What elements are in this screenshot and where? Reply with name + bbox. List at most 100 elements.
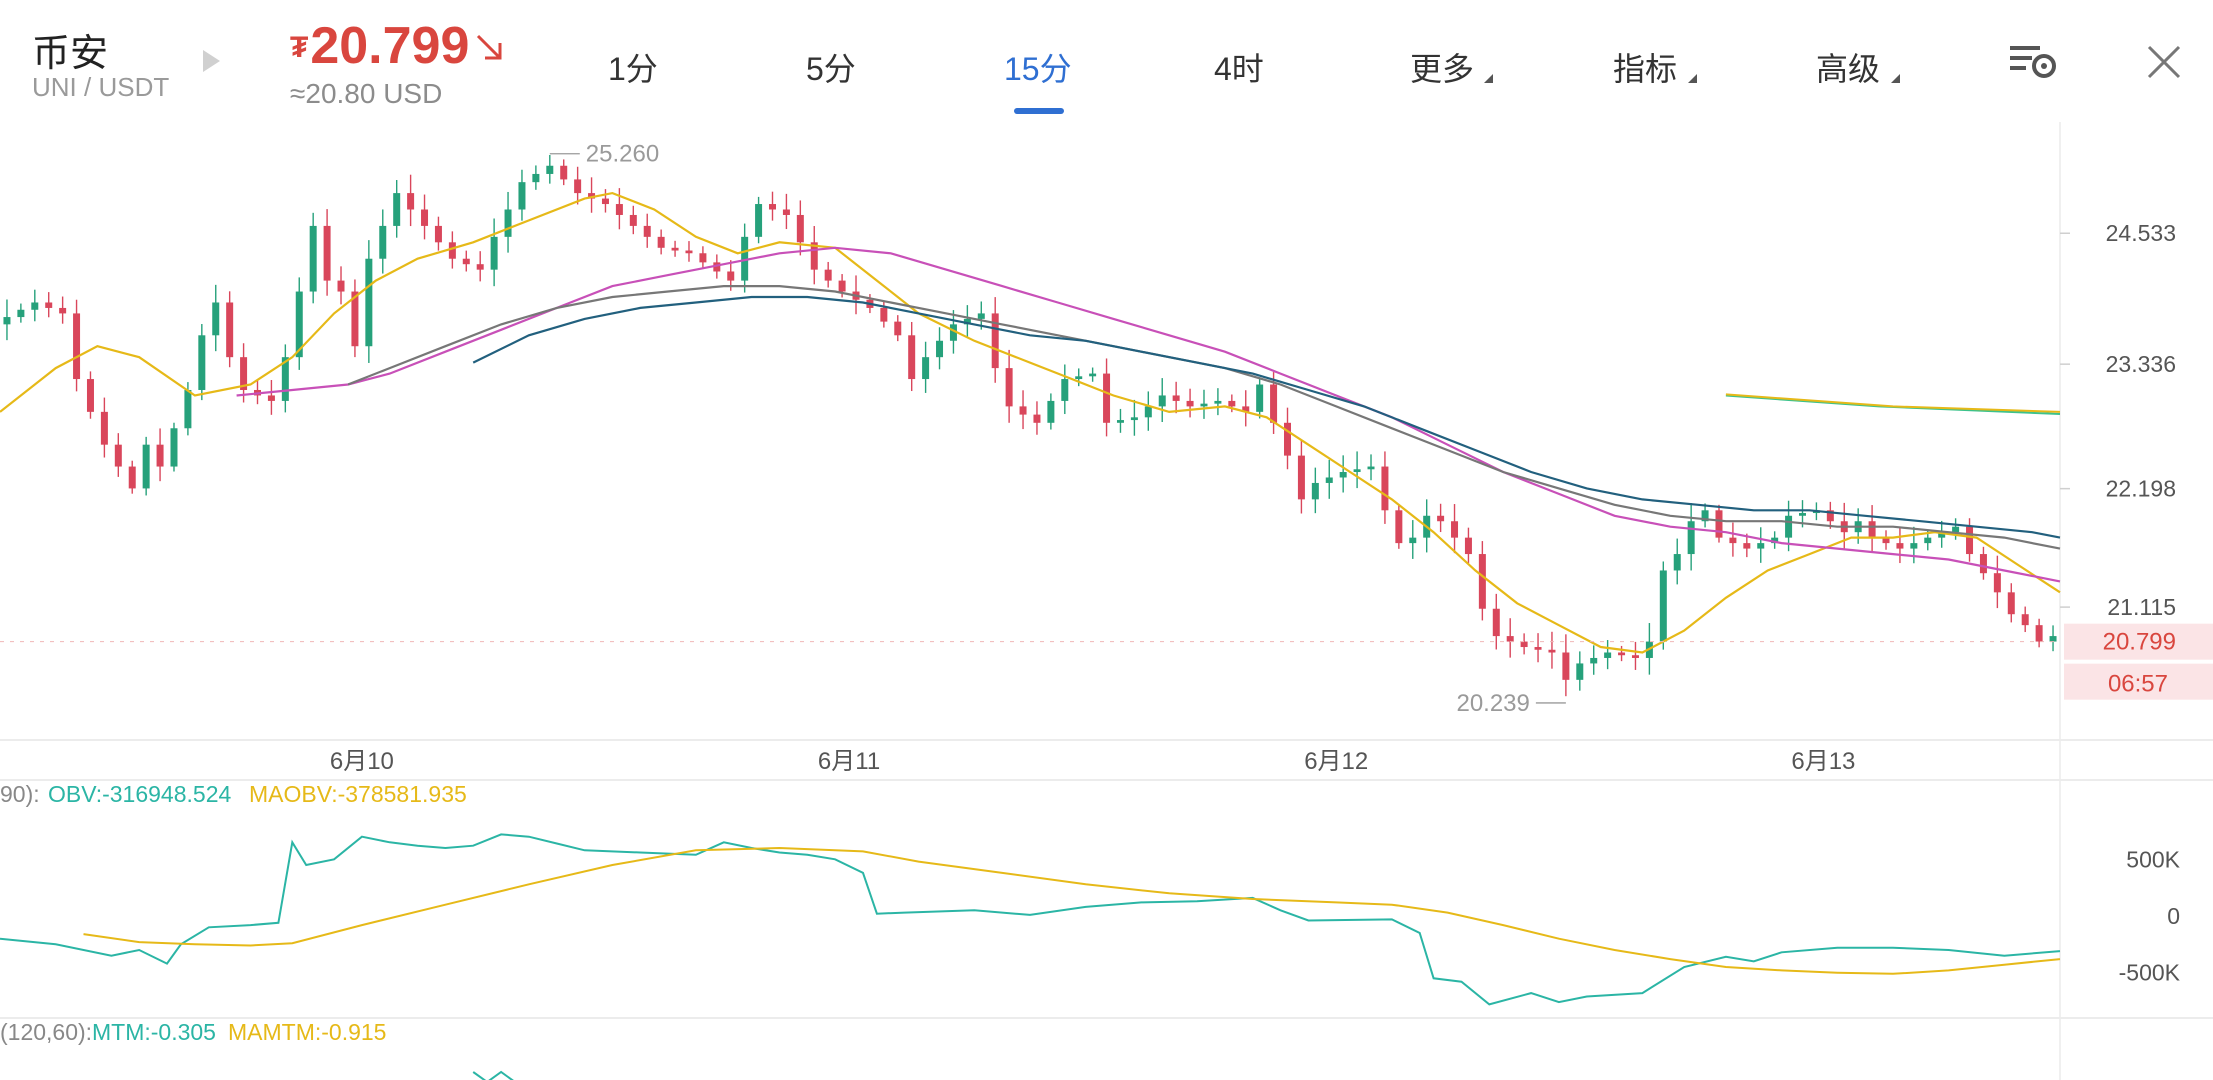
- candle-body: [1659, 570, 1667, 642]
- obv-legend-prefix: 90):: [0, 781, 40, 807]
- grid-lines: [0, 122, 2213, 1080]
- candle-body: [1631, 655, 1639, 658]
- price-y-tick-label: 21.115: [2107, 594, 2176, 620]
- mtm-panel: (120,60): MTM:-0.305 MAMTM:-0.915: [0, 1019, 514, 1080]
- candle-body: [1715, 510, 1723, 538]
- candle-body: [796, 214, 804, 243]
- pair-switch-arrow-icon[interactable]: [203, 50, 220, 72]
- price-panel: [0, 154, 2061, 697]
- close-icon[interactable]: [2146, 44, 2182, 80]
- candle-body: [1576, 663, 1584, 680]
- candle-body: [184, 389, 192, 429]
- candle-body: [574, 179, 582, 194]
- candle-body: [1896, 543, 1904, 549]
- candle-body: [1339, 472, 1347, 478]
- candle-body: [1464, 537, 1472, 555]
- candle-body: [2021, 614, 2029, 626]
- candle-body: [1451, 521, 1459, 538]
- candle-body: [337, 280, 345, 292]
- low-marker-label: 20.239: [1456, 690, 1529, 717]
- candle-body: [1729, 537, 1737, 544]
- candle-body: [1186, 400, 1194, 407]
- last-price-tag-label: 20.799: [2103, 629, 2176, 656]
- candle-body: [1116, 420, 1124, 423]
- candle-body: [1924, 537, 1932, 544]
- tab-advanced[interactable]: 高级: [1816, 51, 1881, 87]
- candle-body: [100, 411, 108, 445]
- candle-body: [1826, 510, 1834, 522]
- candle-body: [1172, 395, 1180, 401]
- x-axis-date-label: 6月13: [1791, 748, 1855, 775]
- candle-body: [1395, 510, 1403, 544]
- candle-body: [2035, 625, 2043, 642]
- candle-body: [1075, 376, 1083, 380]
- extra-line-1: [1725, 393, 2061, 413]
- candle-body: [1284, 422, 1291, 456]
- candle-body: [977, 313, 985, 319]
- ma-mid-line: [236, 246, 2061, 583]
- mtm-legend-item-1: MAMTM:-0.915: [228, 1019, 386, 1045]
- candle-body: [114, 444, 122, 467]
- candle-body: [1200, 403, 1208, 407]
- candle-body: [1687, 521, 1695, 555]
- advanced-dropdown-icon: [1891, 74, 1900, 83]
- candle-body: [1492, 608, 1500, 637]
- mtm-line: [472, 1070, 514, 1080]
- candle-body: [1799, 513, 1806, 516]
- candle-body: [727, 271, 735, 281]
- candle-body: [365, 258, 373, 347]
- price-y-tick-label: 23.336: [2106, 351, 2176, 377]
- trading-pair[interactable]: UNI / USDT: [32, 72, 170, 102]
- candle-body: [908, 335, 916, 380]
- tab-5m[interactable]: 5分: [806, 51, 856, 87]
- candle-body: [2007, 592, 2015, 615]
- high-marker-label: 25.260: [586, 141, 659, 168]
- candle-body: [755, 204, 763, 237]
- candle-body: [17, 309, 25, 318]
- candle-body: [128, 466, 136, 489]
- candle-body: [1367, 466, 1375, 470]
- candle-body: [601, 198, 609, 205]
- candle-body: [782, 209, 790, 215]
- candle-body: [1882, 537, 1890, 544]
- candle-body: [1005, 368, 1013, 407]
- candle-body: [1771, 537, 1779, 544]
- tab-more[interactable]: 更多: [1410, 51, 1475, 87]
- candle-body: [1242, 406, 1250, 412]
- candle-body: [1743, 543, 1751, 549]
- candle-body: [1061, 379, 1069, 401]
- candle-body: [73, 313, 81, 380]
- chart-settings-icon[interactable]: [2008, 42, 2058, 82]
- candle-body: [462, 258, 470, 265]
- tab-1m[interactable]: 1分: [608, 51, 658, 87]
- candle-body: [1311, 482, 1319, 500]
- candle-body: [3, 317, 11, 325]
- candle-body: [741, 236, 749, 281]
- candle-body: [407, 193, 415, 210]
- header-bar: 币安 UNI / USDT ₮20.799 ≈20.80 USD 1分 5分 1…: [0, 0, 2213, 122]
- candle-body: [838, 280, 846, 292]
- candle-body: [769, 204, 776, 210]
- tab-15m[interactable]: 15分: [1004, 51, 1072, 87]
- obv-panel: 90): OBV:-316948.524 MAOBV:-378581.935: [0, 781, 2061, 1006]
- candle-body: [1158, 395, 1166, 407]
- active-tab-indicator: [1014, 108, 1064, 114]
- candle-body: [1534, 647, 1542, 650]
- price-y-tick-label: 22.198: [2106, 476, 2176, 502]
- candle-body: [281, 357, 289, 401]
- candle-body: [1910, 543, 1918, 549]
- price-y-tick-label: 24.533: [2106, 220, 2176, 246]
- tab-4h[interactable]: 4时: [1214, 51, 1264, 87]
- candle-body: [894, 321, 902, 336]
- candle-body: [170, 428, 178, 467]
- candle-body: [1297, 455, 1305, 500]
- candle-body: [685, 250, 693, 254]
- currency-symbol: ₮: [290, 31, 309, 64]
- candle-body: [1256, 384, 1264, 412]
- candle-body: [1270, 384, 1278, 423]
- price-down-arrow-icon: [476, 34, 502, 60]
- maobv-line: [83, 846, 2061, 975]
- tab-indicators[interactable]: 指标: [1613, 51, 1678, 87]
- chart-area[interactable]: 90): OBV:-316948.524 MAOBV:-378581.935 (12…: [0, 122, 2213, 1080]
- candle-body: [1047, 400, 1055, 423]
